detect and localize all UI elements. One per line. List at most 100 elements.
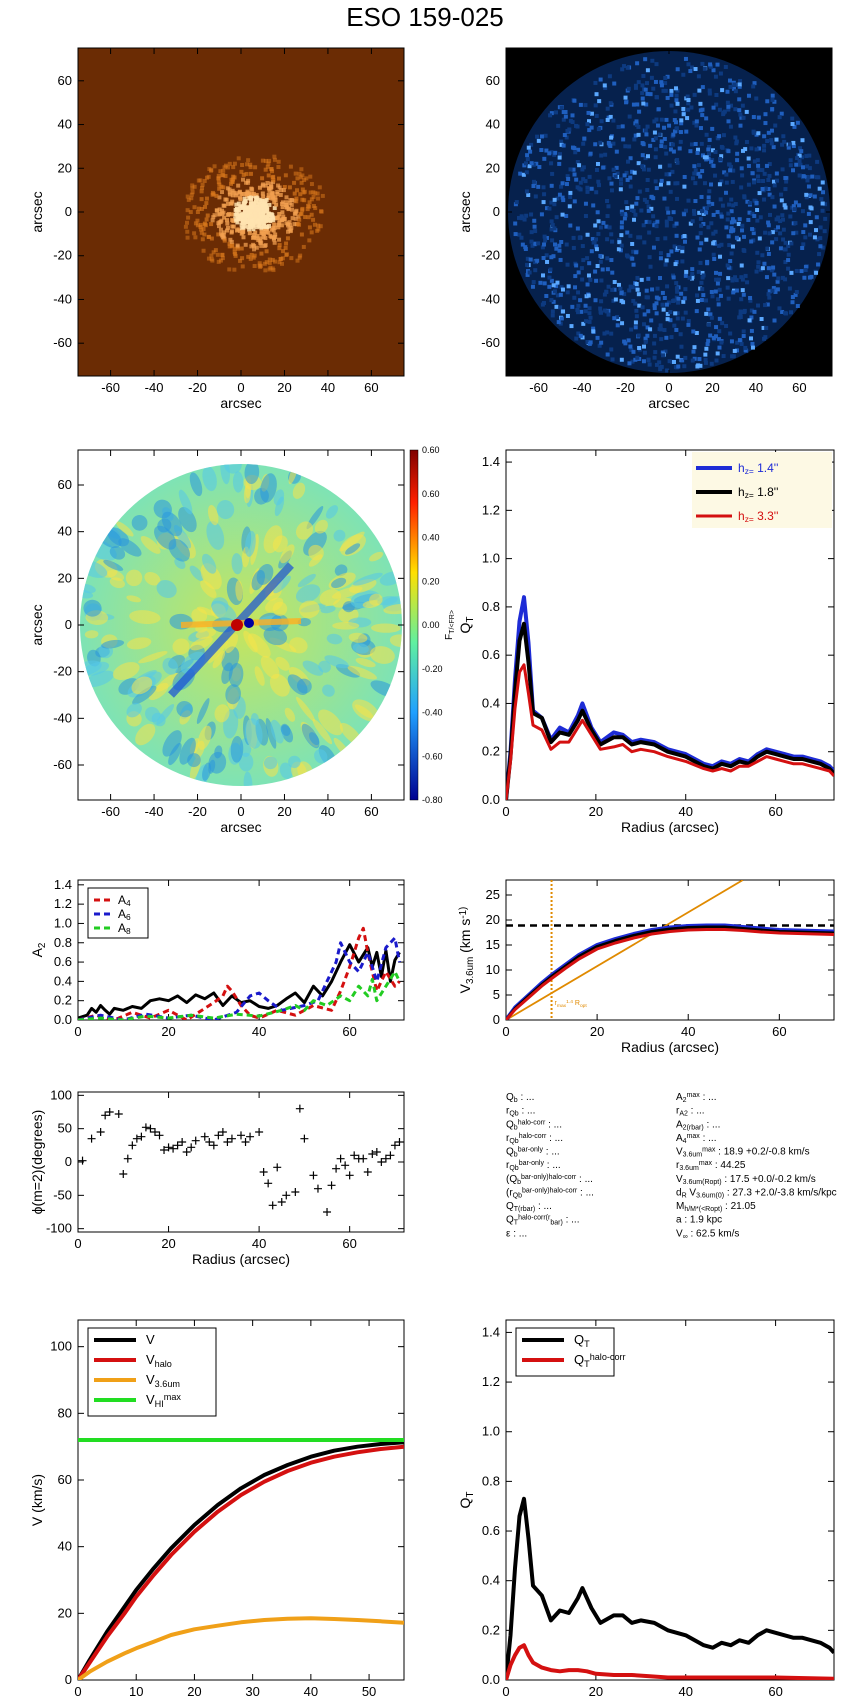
force-map-blob — [355, 657, 376, 668]
image-pixel — [655, 219, 660, 224]
image-pixel — [784, 179, 789, 184]
image-pixel — [209, 168, 214, 173]
image-pixel — [788, 214, 793, 219]
image-pixel — [772, 272, 777, 277]
image-pixel — [658, 323, 663, 328]
image-pixel — [728, 164, 733, 169]
image-pixel — [663, 262, 668, 267]
force-map-blob — [144, 571, 161, 586]
image-pixel — [634, 250, 639, 255]
force-map-blob — [126, 702, 142, 718]
image-pixel — [670, 169, 675, 174]
image-pixel — [625, 230, 630, 235]
image-pixel — [780, 275, 785, 280]
y-tick-label: -20 — [53, 664, 72, 679]
force-map-blob — [208, 759, 216, 774]
image-pixel — [655, 123, 660, 128]
image-pixel — [568, 223, 573, 228]
image-pixel — [199, 206, 204, 211]
p9-frame — [77, 1319, 405, 1681]
image-pixel — [530, 243, 535, 248]
y-tick-label: 40 — [58, 117, 72, 132]
image-pixel — [770, 97, 775, 102]
p7-plot-area — [78, 1104, 404, 1216]
scatter-point — [264, 1179, 273, 1188]
force-map-blob — [324, 655, 349, 669]
p3-axes: -60 -40 -20 0 20 40 60-60-40-200204060arcsecar… — [29, 449, 405, 835]
image-pixel — [683, 355, 688, 360]
image-pixel — [725, 100, 730, 105]
image-pixel — [734, 288, 739, 293]
force-map-blob — [339, 531, 365, 552]
image-pixel — [523, 161, 528, 166]
image-pixel — [633, 320, 638, 325]
image-pixel — [739, 297, 744, 302]
y-tick-label: 0.0 — [482, 792, 500, 807]
image-pixel — [610, 270, 615, 275]
image-pixel — [293, 171, 298, 176]
image-pixel — [747, 210, 752, 215]
force-map-blob — [197, 725, 212, 750]
image-pixel — [698, 231, 703, 236]
image-pixel — [221, 172, 226, 177]
image-pixel — [576, 310, 581, 315]
image-pixel — [627, 288, 632, 293]
image-pixel — [568, 118, 573, 123]
image-pixel — [227, 187, 232, 192]
image-pixel — [526, 145, 531, 150]
image-pixel — [756, 260, 761, 265]
image-pixel — [513, 202, 518, 207]
force-map-blob — [389, 634, 402, 648]
image-pixel — [733, 135, 738, 140]
x-axis-label: arcsec — [220, 819, 261, 835]
image-pixel — [787, 286, 792, 291]
image-pixel — [586, 273, 591, 278]
image-pixel — [249, 202, 254, 207]
image-pixel — [595, 210, 600, 215]
image-pixel — [245, 206, 250, 211]
image-pixel — [717, 182, 722, 187]
image-pixel — [763, 230, 768, 235]
image-pixel — [707, 322, 712, 327]
image-pixel — [183, 224, 188, 229]
image-pixel — [729, 103, 734, 108]
image-pixel — [541, 185, 546, 190]
image-pixel — [307, 238, 312, 243]
image-pixel — [812, 235, 817, 240]
image-pixel — [812, 194, 817, 199]
p9-axes: 01020304050020406080100Radius (arcsec)V … — [29, 1319, 405, 1700]
image-pixel — [274, 202, 279, 207]
image-pixel — [678, 130, 683, 135]
image-pixel — [284, 241, 289, 246]
image-pixel — [544, 235, 549, 240]
image-pixel — [591, 329, 596, 334]
image-pixel — [227, 161, 232, 166]
x-tick-label: 10 — [129, 1684, 143, 1699]
image-pixel — [730, 244, 735, 249]
image-pixel — [729, 220, 734, 225]
image-pixel — [571, 245, 576, 250]
force-map-blob — [320, 605, 336, 614]
image-pixel — [254, 195, 259, 200]
image-pixel — [665, 74, 670, 79]
image-pixel — [632, 217, 637, 222]
image-pixel — [288, 164, 293, 169]
image-pixel — [263, 236, 268, 241]
image-pixel — [783, 277, 788, 282]
scatter-point — [295, 1104, 304, 1113]
image-pixel — [699, 298, 704, 303]
image-pixel — [651, 196, 656, 201]
image-pixel — [541, 200, 546, 205]
image-pixel — [671, 275, 676, 280]
image-pixel — [559, 285, 564, 290]
image-pixel — [223, 174, 228, 179]
image-pixel — [698, 174, 703, 179]
image-pixel — [270, 257, 275, 262]
image-pixel — [672, 129, 677, 134]
image-pixel — [656, 107, 661, 112]
y-tick-label: 0.8 — [482, 1473, 500, 1488]
image-pixel — [309, 197, 314, 202]
image-pixel — [212, 164, 217, 169]
image-pixel — [290, 216, 295, 221]
